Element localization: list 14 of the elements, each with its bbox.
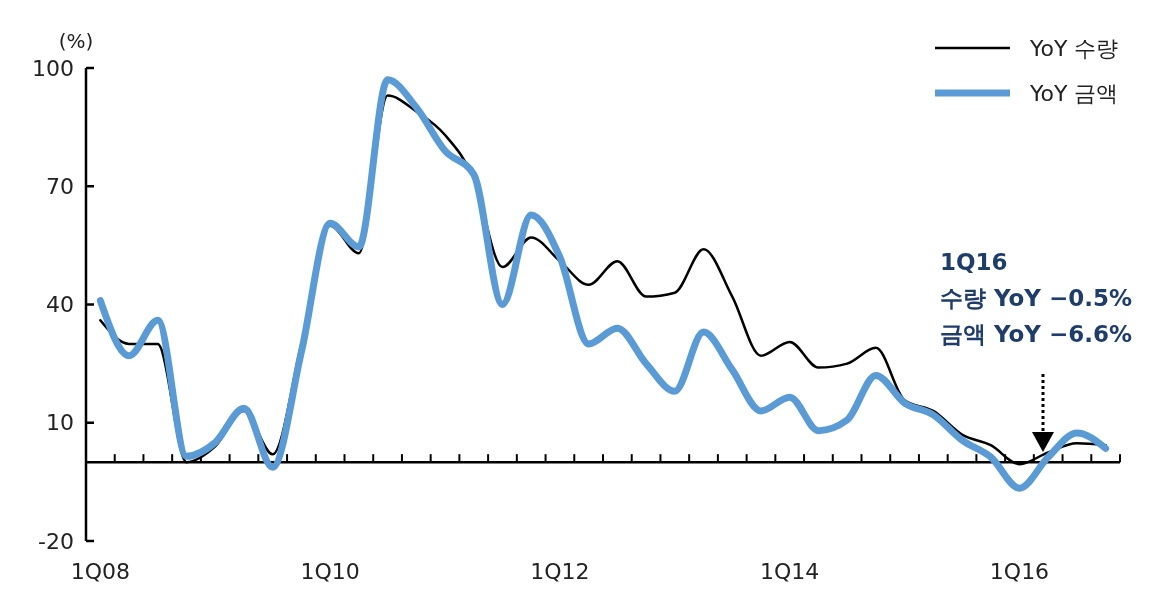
y-tick-label: 10	[46, 410, 74, 436]
y-tick-label: -20	[38, 528, 74, 554]
legend-label: YoY 수량	[1029, 35, 1119, 61]
x-tick-label: 1Q14	[760, 559, 820, 584]
x-tick-label: 1Q10	[300, 559, 360, 584]
y-tick-label: 40	[46, 292, 74, 318]
y-tick-label: 70	[46, 173, 74, 199]
x-tick-label: 1Q16	[989, 559, 1050, 584]
y-axis-title: (%)	[58, 29, 94, 53]
annotation: 1Q16 수량 YoY −0.5% 금액 YoY −6.6%	[940, 249, 1133, 347]
x-tick-label: 1Q08	[70, 559, 131, 584]
y-tick-label: 100	[32, 55, 74, 81]
x-tick-label: 1Q12	[530, 559, 590, 584]
legend-label: YoY 금액	[1029, 80, 1119, 106]
